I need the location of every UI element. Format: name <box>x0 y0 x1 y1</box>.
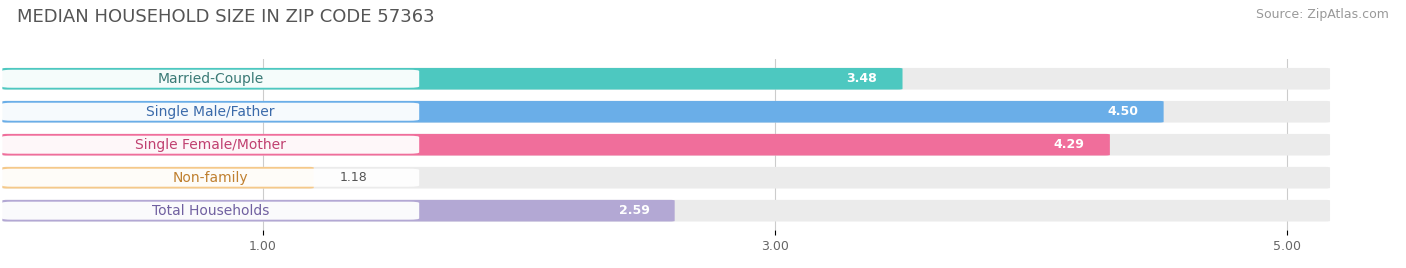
Text: MEDIAN HOUSEHOLD SIZE IN ZIP CODE 57363: MEDIAN HOUSEHOLD SIZE IN ZIP CODE 57363 <box>17 8 434 26</box>
Text: Married-Couple: Married-Couple <box>157 72 264 86</box>
Text: 4.50: 4.50 <box>1108 105 1139 118</box>
FancyBboxPatch shape <box>1 202 419 220</box>
FancyBboxPatch shape <box>3 167 1330 188</box>
Text: Non-family: Non-family <box>173 171 249 185</box>
Text: Single Male/Father: Single Male/Father <box>146 105 274 119</box>
Text: 1.18: 1.18 <box>340 171 367 184</box>
FancyBboxPatch shape <box>3 134 1330 155</box>
FancyBboxPatch shape <box>1 103 419 121</box>
FancyBboxPatch shape <box>3 167 314 188</box>
Text: Source: ZipAtlas.com: Source: ZipAtlas.com <box>1256 8 1389 21</box>
FancyBboxPatch shape <box>3 68 1330 90</box>
FancyBboxPatch shape <box>1 136 419 154</box>
FancyBboxPatch shape <box>3 200 675 222</box>
FancyBboxPatch shape <box>1 169 419 187</box>
Text: 4.29: 4.29 <box>1054 138 1085 151</box>
FancyBboxPatch shape <box>3 134 1109 155</box>
Text: 2.59: 2.59 <box>619 204 650 217</box>
Text: 3.48: 3.48 <box>846 72 877 85</box>
FancyBboxPatch shape <box>3 101 1164 122</box>
Text: Single Female/Mother: Single Female/Mother <box>135 138 285 152</box>
FancyBboxPatch shape <box>3 101 1330 122</box>
FancyBboxPatch shape <box>3 200 1330 222</box>
Text: Total Households: Total Households <box>152 204 269 218</box>
FancyBboxPatch shape <box>1 70 419 88</box>
FancyBboxPatch shape <box>3 68 903 90</box>
